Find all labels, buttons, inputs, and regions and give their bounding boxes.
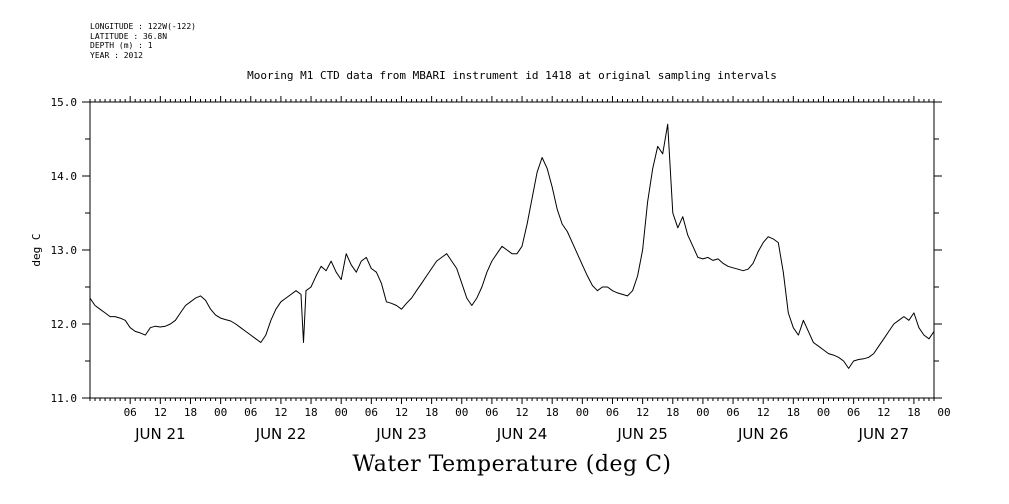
temperature-series-line bbox=[89, 123, 935, 369]
x-tick-label: 18 bbox=[184, 406, 197, 419]
x-tick-label: 00 bbox=[455, 406, 468, 419]
x-tick-label: 12 bbox=[877, 406, 890, 419]
y-tick-label: 11.0 bbox=[51, 392, 78, 405]
x-tick-label: 06 bbox=[365, 406, 378, 419]
x-tick-label: 06 bbox=[847, 406, 860, 419]
x-tick-label: 00 bbox=[937, 406, 950, 419]
x-day-label: JUN 26 bbox=[737, 425, 788, 443]
metadata-block: LONGITUDE : 122W(-122) LATITUDE : 36.8N … bbox=[90, 22, 196, 60]
x-tick-label: 06 bbox=[606, 406, 619, 419]
x-day-label: JUN 22 bbox=[255, 425, 306, 443]
y-tick-label: 14.0 bbox=[51, 170, 78, 183]
x-tick-label: 18 bbox=[787, 406, 800, 419]
x-tick-label: 00 bbox=[335, 406, 348, 419]
x-day-label: JUN 24 bbox=[496, 425, 547, 443]
x-day-label: JUN 23 bbox=[375, 425, 426, 443]
y-tick-label: 13.0 bbox=[51, 244, 78, 257]
x-tick-label: 06 bbox=[124, 406, 137, 419]
x-tick-label: 00 bbox=[214, 406, 227, 419]
x-day-label: JUN 27 bbox=[858, 425, 909, 443]
x-day-label: JUN 25 bbox=[616, 425, 667, 443]
x-tick-label: 18 bbox=[425, 406, 438, 419]
x-tick-label: 12 bbox=[515, 406, 528, 419]
x-tick-label: 12 bbox=[636, 406, 649, 419]
longitude-text: LONGITUDE : 122W(-122) bbox=[90, 22, 196, 31]
x-tick-label: 06 bbox=[244, 406, 257, 419]
x-tick-label: 18 bbox=[907, 406, 920, 419]
chart-title: Mooring M1 CTD data from MBARI instrumen… bbox=[247, 69, 777, 82]
x-tick-label: 18 bbox=[304, 406, 317, 419]
depth-text: DEPTH (m) : 1 bbox=[90, 41, 153, 50]
x-tick-label: 12 bbox=[757, 406, 770, 419]
x-tick-label: 06 bbox=[726, 406, 739, 419]
x-tick-label: 12 bbox=[395, 406, 408, 419]
x-tick-label: 00 bbox=[696, 406, 709, 419]
plot-frame bbox=[89, 101, 935, 399]
x-tick-label: 00 bbox=[817, 406, 830, 419]
x-tick-label: 18 bbox=[546, 406, 559, 419]
x-day-label: JUN 21 bbox=[134, 425, 185, 443]
variable-title: Water Temperature (deg C) bbox=[352, 452, 672, 477]
x-tick-label: 12 bbox=[274, 406, 287, 419]
y-tick-label: 12.0 bbox=[51, 318, 78, 331]
x-tick-label: 06 bbox=[485, 406, 498, 419]
x-tick-label: 00 bbox=[576, 406, 589, 419]
x-tick-label: 18 bbox=[666, 406, 679, 419]
y-tick-label: 15.0 bbox=[51, 96, 78, 109]
latitude-text: LATITUDE : 36.8N bbox=[90, 31, 168, 41]
x-tick-label: 12 bbox=[154, 406, 167, 419]
year-text: YEAR : 2012 bbox=[90, 50, 143, 60]
y-axis-label: deg C bbox=[30, 233, 43, 266]
